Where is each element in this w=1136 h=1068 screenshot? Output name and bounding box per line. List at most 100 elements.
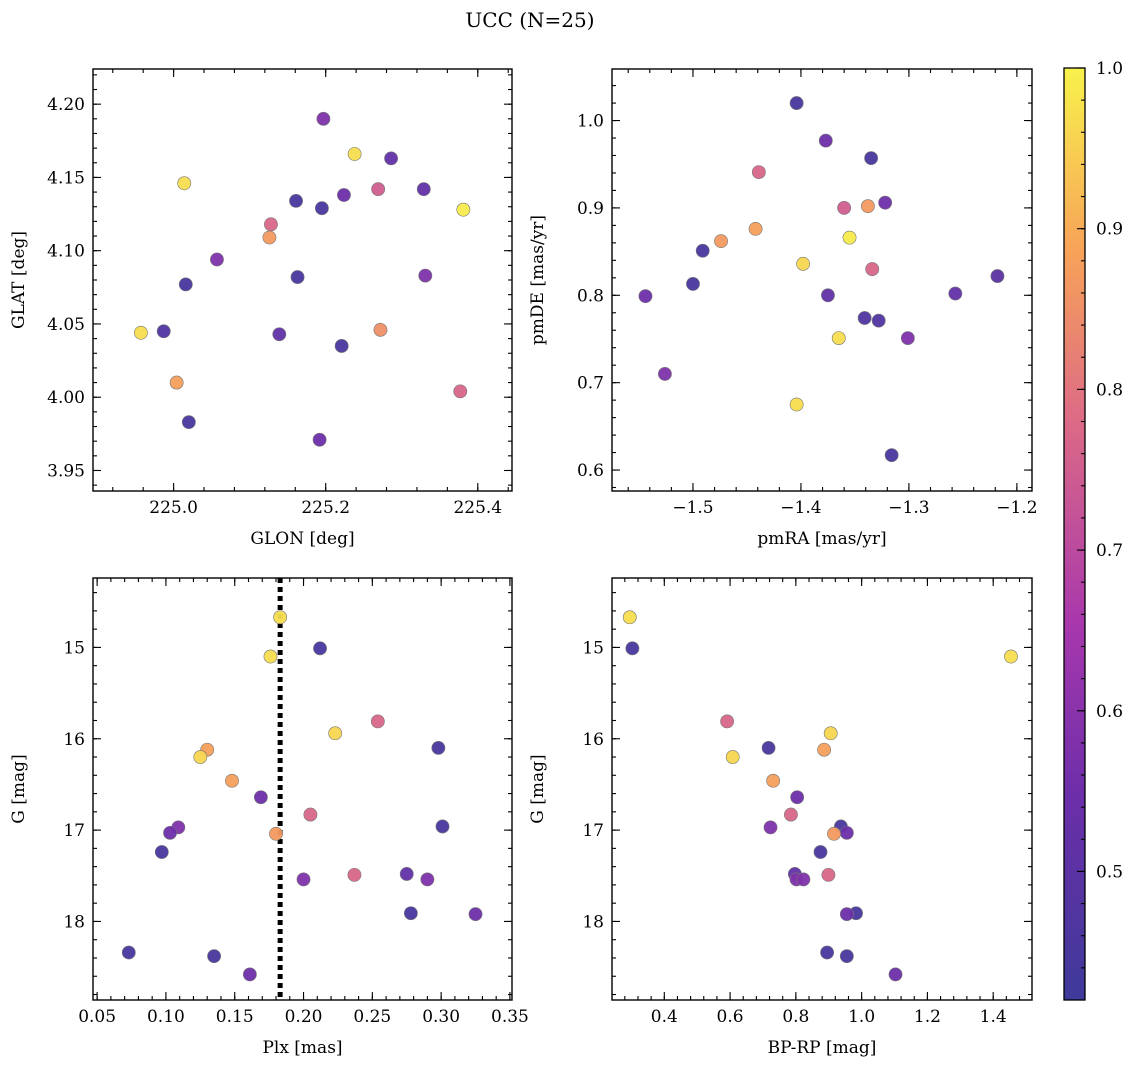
scatter-point	[878, 195, 893, 210]
y-tick-label: 16	[582, 730, 604, 750]
scatter-point	[316, 111, 331, 126]
scatter-point	[823, 726, 838, 741]
scatter-point	[154, 845, 169, 859]
x-tick-label: 1.4	[980, 1007, 1007, 1027]
scatter-point	[177, 176, 192, 191]
y-tick-label: 18	[63, 912, 85, 932]
scatter-point	[290, 270, 305, 284]
x-tick-label: 0.10	[147, 1007, 185, 1027]
y-tick-label: 17	[63, 821, 85, 841]
scatter-point	[766, 773, 781, 788]
y-tick-label: 4.15	[47, 168, 85, 188]
scatter-point	[403, 906, 418, 921]
x-tick-label: −1.5	[672, 498, 713, 518]
scatter-point	[796, 872, 811, 887]
scatter-point	[790, 790, 805, 805]
scatter-point	[818, 133, 833, 148]
panel-bprp-g: 0.4 0.6 0.8 1.0 1.2 1.4 15 16 17 18 BP-RP [mag] G […	[528, 577, 1033, 1058]
colorbar-tick-label: 0.5	[1096, 862, 1123, 882]
y-tick-label: 16	[63, 730, 85, 750]
scatter-point	[370, 714, 385, 729]
figure-title: UCC (N=25)	[465, 8, 594, 32]
x-tick-label: 0.35	[491, 1007, 529, 1027]
scatter-point	[453, 384, 468, 399]
scatter-point	[312, 432, 327, 447]
scatter-point	[328, 726, 343, 741]
y-tick-label: 15	[63, 638, 85, 658]
y-tick-label: 3.95	[47, 461, 85, 481]
x-axis-label: GLON [deg]	[250, 529, 354, 549]
y-tick-label: 4.20	[47, 95, 85, 115]
scatter-point	[839, 825, 854, 840]
x-tick-label: −1.2	[996, 498, 1037, 518]
scatter-point	[371, 182, 386, 197]
x-tick-label: 0.30	[422, 1007, 460, 1027]
scatter-point	[817, 742, 832, 757]
colorbar-tick-label: 0.6	[1096, 702, 1123, 722]
scatter-point	[163, 825, 177, 840]
x-axis-label: pmRA [mas/yr]	[757, 529, 886, 549]
scatter-point	[888, 967, 903, 982]
scatter-point	[156, 324, 171, 339]
scatter-point	[273, 610, 288, 625]
scatter-point	[456, 202, 471, 217]
scatter-point	[418, 268, 433, 283]
y-tick-label: 4.00	[47, 388, 85, 408]
scatter-point	[725, 750, 740, 764]
scatter-point	[272, 327, 287, 342]
x-tick-label: 0.05	[78, 1007, 116, 1027]
y-axis-label: G [mag]	[9, 754, 29, 823]
scatter-point	[751, 165, 766, 179]
scatter-point	[210, 252, 224, 267]
scatter-point	[837, 201, 852, 215]
scatter-point	[860, 199, 875, 214]
x-tick-label: 225.2	[301, 498, 350, 518]
axes-frame	[611, 68, 1033, 492]
scatter-point	[337, 188, 351, 202]
scatter-point	[1004, 649, 1018, 664]
scatter-point	[842, 230, 857, 245]
y-tick-label: 15	[582, 638, 604, 658]
axes-frame	[611, 577, 1033, 1001]
scatter-point	[821, 288, 835, 303]
scatter-point	[242, 967, 257, 982]
scatter-point	[813, 845, 828, 859]
scatter-point	[796, 256, 811, 271]
y-tick-label: 0.9	[577, 199, 604, 219]
colorbar: 0.5 0.6 0.7 0.8 0.9 1.0	[1063, 59, 1123, 1001]
scatter-point	[193, 750, 208, 764]
scatter-point	[625, 641, 640, 656]
panel-pmra-pmde: −1.5 −1.4 −1.3 −1.2 0.6 0.7 0.8 0.9 1.0 pmRA [mas…	[528, 68, 1038, 549]
scatter-point	[865, 262, 880, 276]
scatter-point	[384, 151, 398, 166]
scatter-point	[134, 325, 148, 340]
x-tick-label: 0.6	[717, 1007, 744, 1027]
scatter-point	[347, 867, 362, 882]
x-tick-label: 225.4	[453, 498, 502, 518]
colorbar-tick-label: 0.9	[1096, 220, 1123, 240]
scatter-point	[748, 221, 763, 236]
scatter-point	[864, 151, 879, 166]
scatter-point	[264, 217, 278, 232]
scatter-point	[871, 313, 886, 328]
scatter-point	[821, 867, 836, 882]
x-tick-label: 0.25	[353, 1007, 391, 1027]
scatter-point	[839, 907, 854, 922]
scatter-point	[658, 367, 672, 381]
x-tick-label: 1.0	[848, 1007, 875, 1027]
colorbar-gradient	[1063, 67, 1086, 1001]
scatter-point	[420, 872, 435, 887]
scatter-point	[399, 867, 414, 881]
x-tick-label: −1.4	[780, 498, 821, 518]
axes-frame	[92, 577, 513, 1001]
scatter-point	[431, 740, 446, 755]
scatter-point	[435, 819, 450, 834]
scatter-point	[262, 230, 277, 245]
x-tick-label: 1.2	[914, 1007, 941, 1027]
scatter-point	[263, 649, 278, 664]
y-tick-label: 0.7	[577, 374, 604, 394]
scatter-point	[948, 286, 963, 301]
x-tick-label: 0.15	[216, 1007, 254, 1027]
scatter-point	[820, 945, 834, 960]
